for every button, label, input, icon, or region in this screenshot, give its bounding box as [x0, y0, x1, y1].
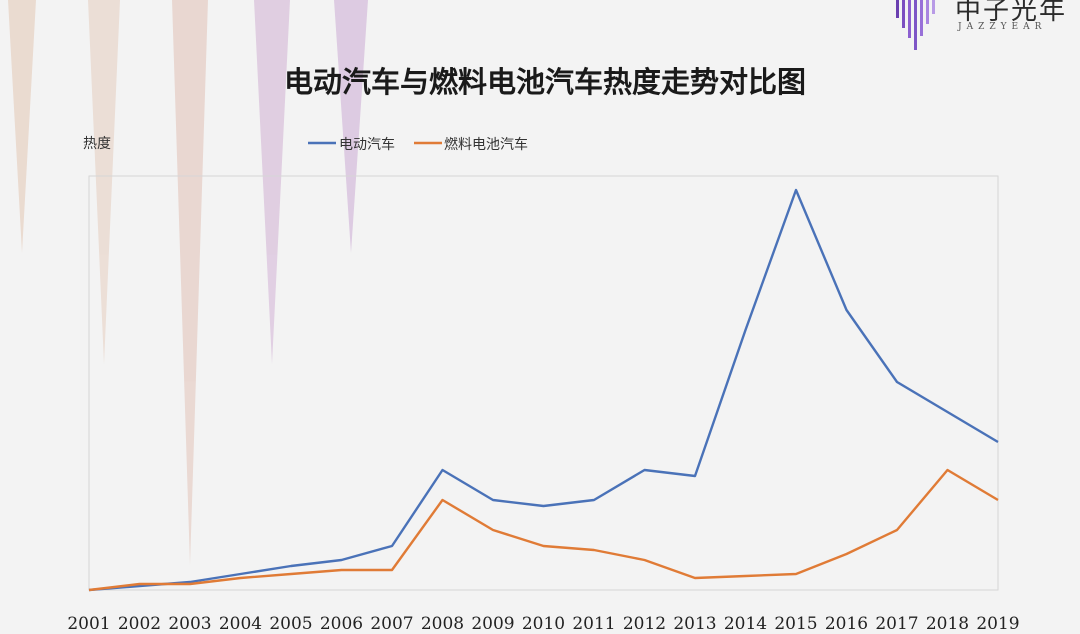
x-tick-label: 2011	[572, 614, 615, 634]
x-tick-label: 2007	[370, 614, 413, 634]
plot-area-frame	[88, 175, 999, 591]
decorative-spikes	[8, 0, 368, 565]
x-tick-label: 2001	[67, 614, 110, 634]
legend: 电动汽车 燃料电池汽车	[308, 136, 528, 153]
legend-label-ev: 电动汽车	[339, 136, 395, 153]
deco-spike	[8, 0, 36, 253]
x-tick-label: 2019	[976, 614, 1019, 634]
x-tick-label: 2013	[673, 614, 716, 634]
deco-spike	[254, 0, 290, 364]
x-tick-label: 2017	[875, 614, 918, 634]
brand-logo-icon	[896, 0, 935, 50]
x-tick-label: 2006	[320, 614, 363, 634]
deco-spike	[88, 0, 120, 364]
brand-name: 中子光年	[955, 0, 1068, 26]
x-tick-label: 2014	[724, 614, 767, 634]
deco-spike	[334, 0, 368, 253]
y-axis-label: 热度	[83, 136, 111, 152]
x-tick-label: 2016	[825, 614, 868, 634]
x-tick-label: 2018	[926, 614, 969, 634]
x-tick-label: 2010	[522, 614, 565, 634]
x-tick-label: 2002	[118, 614, 161, 634]
x-axis-ticks: 2001 2002 2003 2004 2005 2006 2007 2008 2009 2010…	[67, 614, 1019, 634]
chart-title: 电动汽车与燃料电池汽车热度走势对比图	[284, 65, 806, 99]
series-line-ev	[88, 188, 999, 592]
x-tick-label: 2005	[269, 614, 312, 634]
brand-subtitle: JAZZYEAR	[958, 22, 1047, 32]
x-tick-label: 2004	[219, 614, 262, 634]
x-tick-label: 2009	[471, 614, 514, 634]
x-tick-label: 2008	[421, 614, 464, 634]
x-tick-label: 2015	[774, 614, 817, 634]
x-tick-label: 2003	[168, 614, 211, 634]
x-tick-label: 2012	[623, 614, 666, 634]
deco-spike	[172, 0, 208, 565]
series-line-fcv	[88, 468, 999, 592]
series-layer	[88, 188, 999, 592]
legend-label-fcv: 燃料电池汽车	[444, 136, 528, 153]
